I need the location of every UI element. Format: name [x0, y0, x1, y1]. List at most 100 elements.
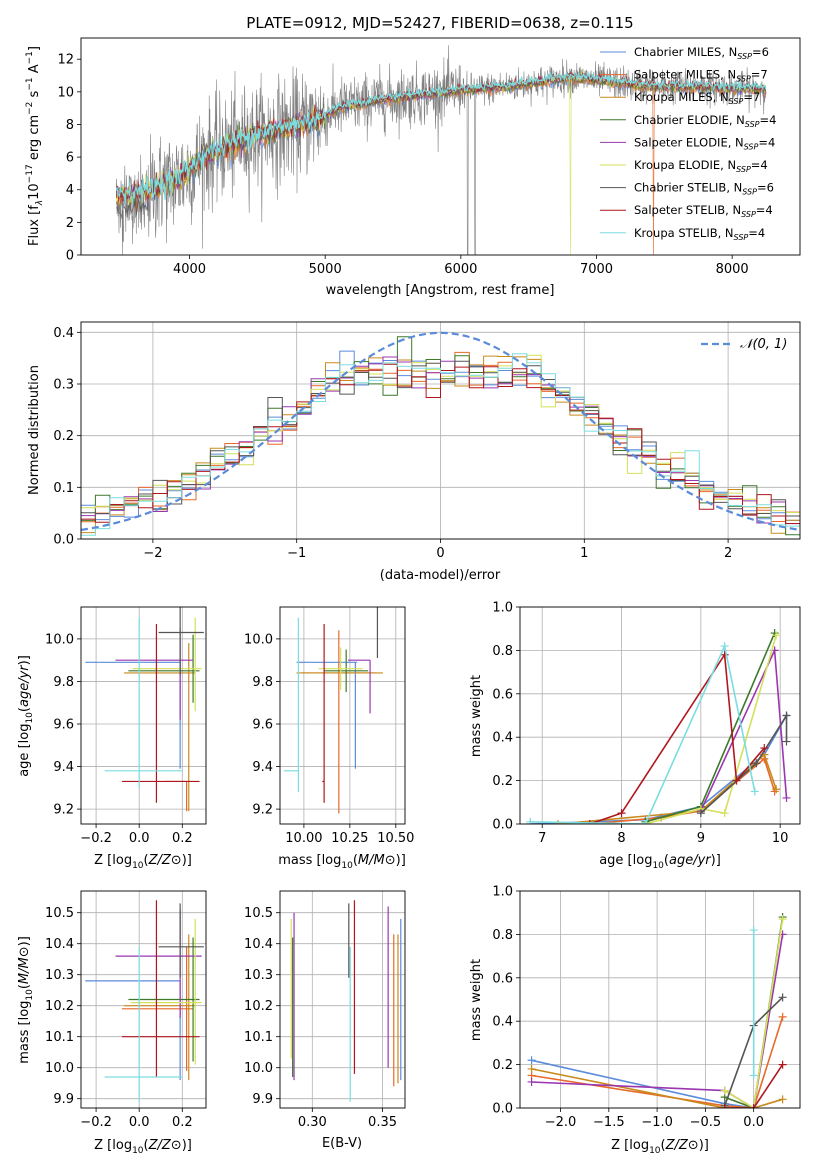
data-point [85, 980, 181, 1081]
y-tick-label: 10.4 [244, 937, 273, 952]
plus-marker [617, 809, 626, 818]
x-tick-label: 0.30 [298, 1115, 327, 1130]
legend-entry: Kroupa MILES, NSSP=7 [600, 90, 760, 106]
y-axis-label: Normed distribution [27, 365, 42, 495]
age-vs-mass-panel: 10.00 10.25 10.50 9.2 9.4 9.6 9.8 10.0 mass [log… [244, 606, 414, 871]
y-tick-label: 1.0 [492, 885, 513, 900]
mass-weight-line [645, 634, 777, 824]
plus-marker [778, 993, 787, 1002]
x-axis-label: wavelength [Angstrom, rest frame] [326, 283, 555, 298]
legend-label: Salpeter MILES, NSSP=7 [634, 68, 768, 84]
legend-label: Kroupa MILES, NSSP=7 [634, 90, 760, 106]
y-tick-label: 10.0 [45, 632, 74, 647]
x-tick-label: 1 [580, 546, 588, 561]
x-tick-label: −0.2 [80, 1115, 112, 1130]
x-tick-label: −1.5 [593, 1115, 625, 1130]
plot-area [526, 629, 791, 824]
y-tick-label: 0.4 [492, 1015, 513, 1030]
x-axis-label: (data-model)/error [380, 568, 501, 583]
x-tick-label: 0 [436, 546, 444, 561]
data-point [104, 617, 183, 788]
spectrum-panel: 4000 5000 6000 7000 8000 0 2 4 6 8 10 12 PLATE=0912,… [25, 14, 801, 298]
legend-entry: Chabrier MILES, NSSP=6 [600, 45, 769, 61]
legend-label: Kroupa ELODIE, NSSP=4 [634, 158, 768, 174]
legend-label: Salpeter STELIB, NSSP=4 [634, 203, 773, 219]
age-vs-metallicity-panel: −0.2 0.0 0.2 9.2 9.4 9.6 9.8 10.0 Z [log10(Z/Z⊙)… [17, 606, 207, 871]
y-tick-label: 10.0 [244, 1061, 273, 1076]
axes-frame [80, 37, 801, 256]
x-tick-label: −0.5 [690, 1115, 722, 1130]
y-axis-label: age [log10(age/yr)] [17, 655, 35, 777]
legend-entry: Kroupa ELODIE, NSSP=4 [600, 158, 768, 174]
y-tick-label: 0.4 [492, 731, 513, 746]
plot-area [85, 607, 204, 812]
histogram-step-line [81, 363, 800, 525]
x-tick-label: 8 [617, 831, 625, 846]
mass-weight-line [531, 1016, 784, 1108]
plus-marker [527, 1077, 536, 1086]
y-tick-label: 0.0 [53, 533, 74, 548]
histogram-step-line [81, 353, 800, 536]
data-point [85, 661, 181, 769]
y-axis-label: Flux [fλ10−17 erg cm−2 s−1 A−1] [25, 46, 45, 246]
data-point [115, 628, 194, 720]
plus-marker [778, 915, 787, 924]
legend-entry: Chabrier STELIB, NSSP=6 [600, 181, 774, 197]
y-tick-label: 10.3 [244, 968, 273, 983]
data-point [130, 918, 202, 1065]
data-point [322, 624, 325, 803]
y-tick-label: 10.2 [244, 999, 273, 1014]
y-tick-label: 9.2 [53, 803, 74, 818]
y-tick-label: 6 [66, 151, 74, 166]
data-point [121, 946, 194, 1071]
plus-marker [720, 1086, 729, 1095]
plus-marker [696, 809, 705, 818]
plot-area [527, 913, 787, 1108]
plus-marker [720, 1104, 729, 1108]
plus-marker [770, 787, 779, 796]
y-tick-label: 0.2 [492, 1058, 513, 1073]
x-tick-label: 10.25 [331, 831, 368, 846]
y-tick-label: 0.8 [492, 644, 513, 659]
y-tick-label: 0.3 [53, 378, 74, 393]
y-tick-label: 0.0 [492, 818, 513, 833]
model-spectrum-line [115, 72, 767, 219]
plus-marker [782, 737, 791, 746]
y-tick-label: 0.6 [492, 687, 513, 702]
x-tick-label: 0.2 [172, 1115, 193, 1130]
x-axis-label: Z [log10(Z/Z⊙)] [94, 1138, 192, 1156]
data-point [318, 647, 363, 690]
y-tick-label: 9.9 [252, 1092, 273, 1107]
legend-label: Salpeter ELODIE, NSSP=4 [634, 135, 775, 151]
y-tick-label: 0.2 [53, 429, 74, 444]
x-axis-label: Z [log10(Z/Z⊙)] [611, 1138, 709, 1156]
data-point [165, 780, 188, 812]
y-tick-label: 0.8 [492, 928, 513, 943]
x-tick-label: 10.00 [285, 831, 322, 846]
axes-frame [519, 606, 801, 825]
axes-frame [80, 606, 207, 825]
data-point [158, 607, 204, 676]
plot-area [290, 900, 402, 1102]
mass-weight-vs-age-panel: 7 8 9 10 0.0 0.2 0.4 0.6 0.8 1.0 age [log10(age/yr… [469, 601, 801, 871]
plus-marker [641, 820, 650, 824]
data-point [158, 903, 204, 978]
data-point [132, 617, 202, 712]
mass-weight-line [700, 712, 788, 814]
plus-marker [720, 650, 729, 659]
y-axis-label: mass weight [469, 675, 484, 757]
legend-label: Chabrier STELIB, NSSP=6 [634, 181, 774, 197]
plus-marker [778, 1060, 787, 1069]
residual-histogram-panel: −2 −1 0 1 2 0.0 0.1 0.2 0.3 0.4 (data-model)/error… [27, 321, 801, 583]
axes-frame [279, 606, 406, 825]
mass-weight-line [530, 643, 756, 824]
plus-marker [760, 744, 769, 753]
y-tick-label: 0 [66, 249, 74, 264]
plus-marker [585, 820, 594, 824]
plus-marker [750, 787, 759, 796]
data-point [302, 630, 376, 814]
legend-entry: Chabrier ELODIE, NSSP=4 [600, 113, 776, 129]
mass-weight-line [589, 652, 765, 824]
legend-label: Kroupa STELIB, NSSP=4 [634, 226, 765, 242]
data-point [121, 900, 200, 1077]
